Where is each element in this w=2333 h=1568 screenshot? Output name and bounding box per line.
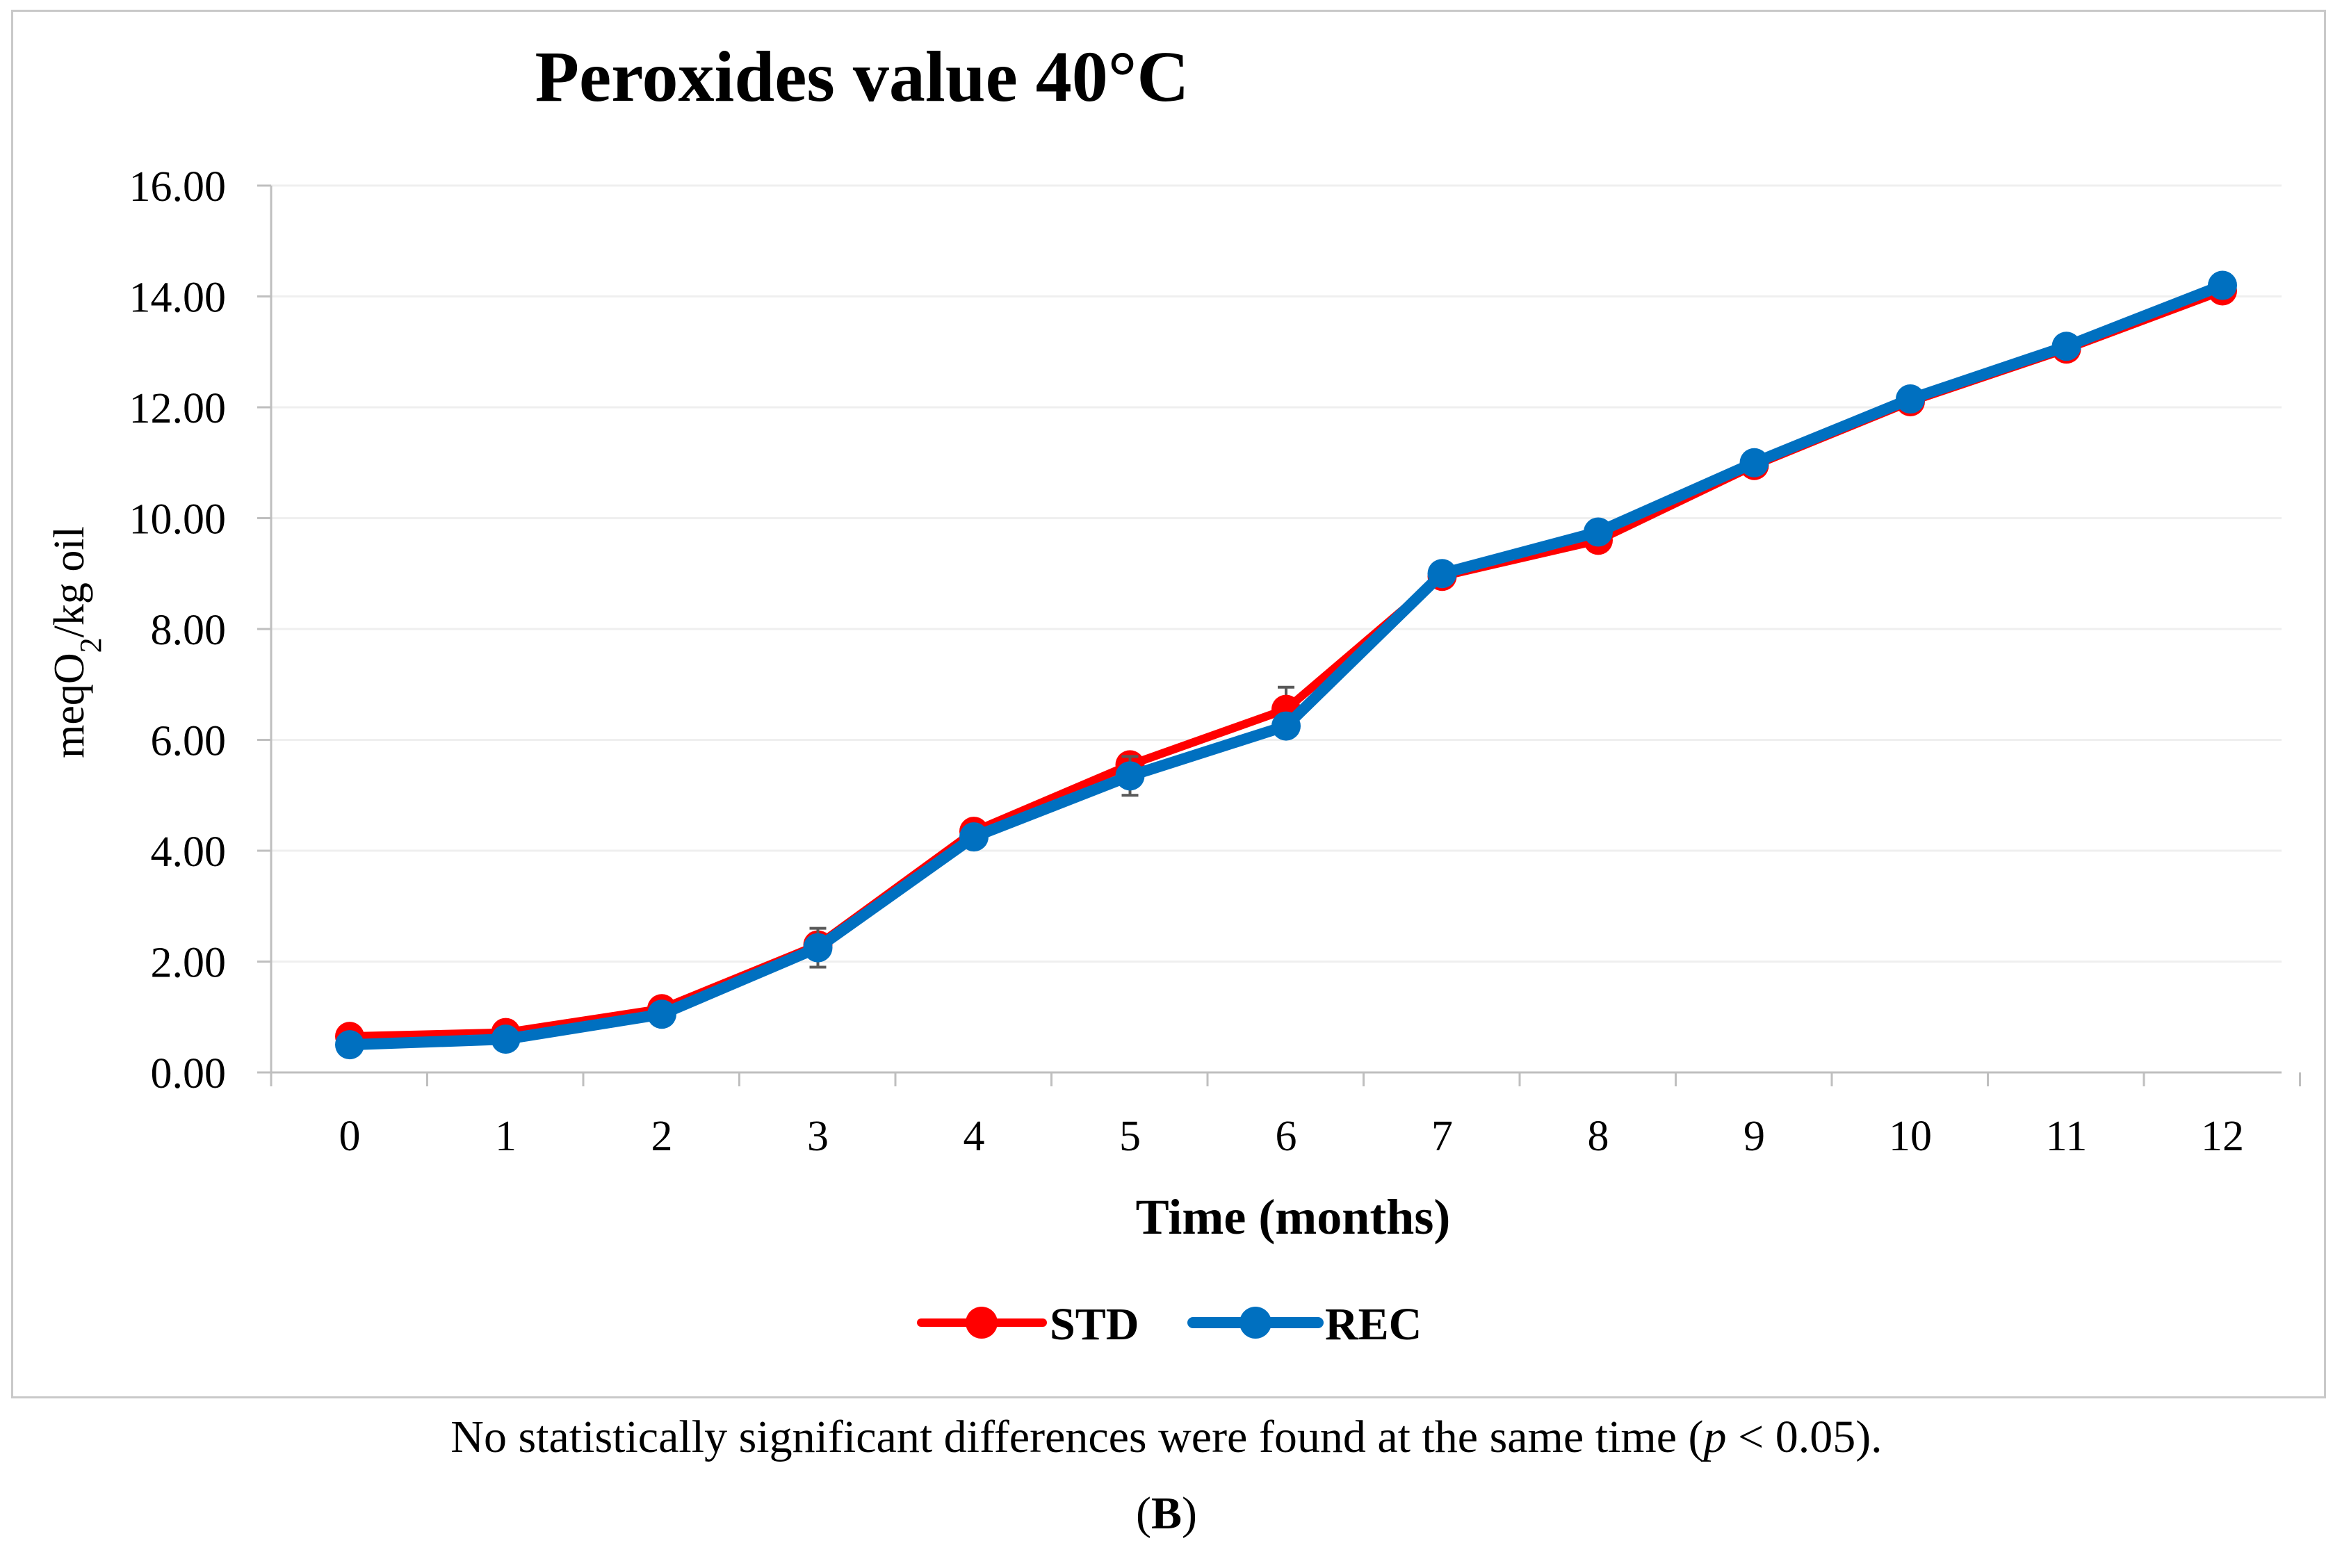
x-tick-label: 10 bbox=[1889, 1113, 1932, 1160]
series-layer bbox=[335, 270, 2237, 1060]
y-tick-label: 2.00 bbox=[151, 940, 227, 987]
caption-note-p: p bbox=[1703, 1412, 1727, 1462]
x-tick-label: 9 bbox=[1743, 1113, 1765, 1160]
legend-marker-std bbox=[966, 1307, 998, 1339]
x-tick-label: 6 bbox=[1276, 1113, 1297, 1160]
caption-note-before: No statistically significant differences… bbox=[450, 1412, 1704, 1462]
series-rec bbox=[335, 270, 2237, 1060]
y-tick-label: 6.00 bbox=[151, 718, 227, 765]
y-tick-label: 12.00 bbox=[129, 385, 227, 432]
y-tick-label: 14.00 bbox=[129, 275, 227, 322]
y-axis-label: meqO2/kg oil bbox=[46, 526, 108, 758]
y-tick-label: 0.00 bbox=[151, 1050, 227, 1097]
data-point-rec bbox=[491, 1024, 521, 1054]
data-point-rec bbox=[2051, 332, 2081, 361]
legend-marker-rec bbox=[1239, 1307, 1271, 1339]
series-line-std bbox=[346, 286, 2227, 1041]
caption-note-after: < 0.05). bbox=[1726, 1412, 1883, 1462]
data-point-rec bbox=[335, 1030, 364, 1060]
data-point-rec bbox=[1427, 559, 1457, 589]
x-tick-label: 1 bbox=[495, 1113, 517, 1160]
y-tick-label: 10.00 bbox=[129, 496, 227, 544]
x-tick-label: 11 bbox=[2046, 1113, 2088, 1160]
data-point-rec bbox=[1115, 761, 1145, 791]
data-point-rec bbox=[1584, 517, 1613, 547]
gridlines bbox=[271, 184, 2282, 963]
series-line-rec bbox=[344, 279, 2228, 1051]
legend-label-rec: REC bbox=[1325, 1299, 1422, 1350]
y-tick-label: 4.00 bbox=[151, 828, 227, 876]
legend-label-std: STD bbox=[1050, 1299, 1139, 1350]
series-std bbox=[335, 276, 2237, 1052]
data-point-rec bbox=[2208, 270, 2237, 300]
x-tick-label: 4 bbox=[964, 1113, 985, 1160]
data-point-rec bbox=[1739, 448, 1769, 477]
x-tick-label: 7 bbox=[1431, 1113, 1453, 1160]
x-tick-labels: 0 1 2 3 4 5 6 7 8 9 10 11 12 bbox=[339, 1113, 2245, 1160]
panel-letter: B bbox=[1151, 1488, 1182, 1539]
x-tick-label: 12 bbox=[2201, 1113, 2244, 1160]
axes bbox=[257, 184, 2301, 1086]
y-tick-label: 16.00 bbox=[129, 163, 227, 211]
chart-frame bbox=[11, 10, 2326, 1398]
x-tick-label: 3 bbox=[807, 1113, 829, 1160]
caption-panel-label: (B) bbox=[1136, 1488, 1197, 1539]
y-tick-labels: 0.00 2.00 4.00 6.00 8.00 10.00 12.00 14.00 16.00 bbox=[129, 163, 227, 1097]
chart-title: Peroxides value 40°C bbox=[535, 37, 1189, 117]
caption-note: No statistically significant differences… bbox=[0, 1411, 2333, 1464]
y-tick-label: 8.00 bbox=[151, 607, 227, 654]
legend-item-rec: REC bbox=[1187, 1299, 1422, 1350]
data-point-rec bbox=[803, 933, 833, 963]
x-tick-label: 8 bbox=[1588, 1113, 1609, 1160]
data-point-rec bbox=[1271, 711, 1301, 741]
x-tick-label: 2 bbox=[651, 1113, 673, 1160]
x-tick-label: 5 bbox=[1119, 1113, 1141, 1160]
line-chart: Peroxides value 40°C 0.00 2.00 4.00 6.00 8.0… bbox=[46, 37, 2301, 1350]
legend: STD REC bbox=[917, 1299, 1422, 1350]
x-tick-label: 0 bbox=[339, 1113, 361, 1160]
data-point-rec bbox=[1896, 384, 1925, 414]
data-point-rec bbox=[959, 822, 989, 852]
legend-item-std: STD bbox=[917, 1299, 1139, 1350]
data-point-rec bbox=[647, 999, 676, 1029]
x-axis-label: Time (months) bbox=[1136, 1189, 1451, 1245]
